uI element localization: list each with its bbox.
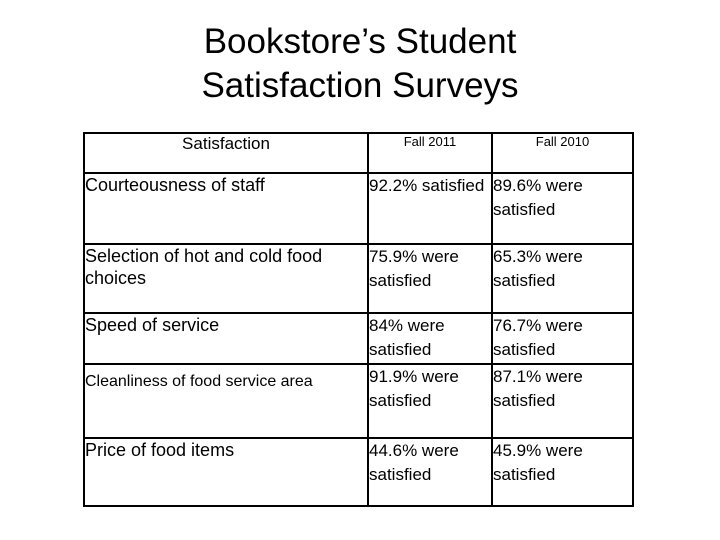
survey-table: Satisfaction Fall 2011 Fall 2010 Courteo… [83,132,634,507]
value-fall-2011: 91.9% were satisfied [367,363,493,439]
table-row: Price of food items 44.6% were satisfied… [83,437,634,507]
row-label: Courteousness of staff [83,172,369,245]
header-fall-2011: Fall 2011 [367,132,493,174]
table-row: Cleanliness of food service area 91.9% w… [83,363,634,439]
row-label: Price of food items [83,437,369,507]
value-fall-2011: 75.9% were satisfied [367,243,493,314]
title-line-2: Satisfaction Surveys [201,66,519,105]
value-fall-2010: 45.9% were satisfied [491,437,634,507]
value-fall-2010: 89.6% were satisfied [491,172,634,245]
table-row: Courteousness of staff 92.2% satisfied 8… [83,172,634,245]
table-row: Speed of service 84% were satisfied 76.7… [83,312,634,365]
row-label: Cleanliness of food service area [83,363,369,439]
value-fall-2011: 92.2% satisfied [367,172,493,245]
value-fall-2011: 84% were satisfied [367,312,493,365]
value-fall-2010: 65.3% were satisfied [491,243,634,314]
value-fall-2010: 76.7% were satisfied [491,312,634,365]
row-label: Selection of hot and cold food choices [83,243,369,314]
value-fall-2011: 44.6% were satisfied [367,437,493,507]
header-fall-2010: Fall 2010 [491,132,634,174]
value-fall-2010: 87.1% were satisfied [491,363,634,439]
page-title: Bookstore’s Student Satisfaction Surveys [0,20,720,108]
header-satisfaction: Satisfaction [83,132,369,174]
row-label: Speed of service [83,312,369,365]
table-header-row: Satisfaction Fall 2011 Fall 2010 [83,132,634,174]
title-line-1: Bookstore’s Student [203,22,517,61]
table-row: Selection of hot and cold food choices 7… [83,243,634,314]
